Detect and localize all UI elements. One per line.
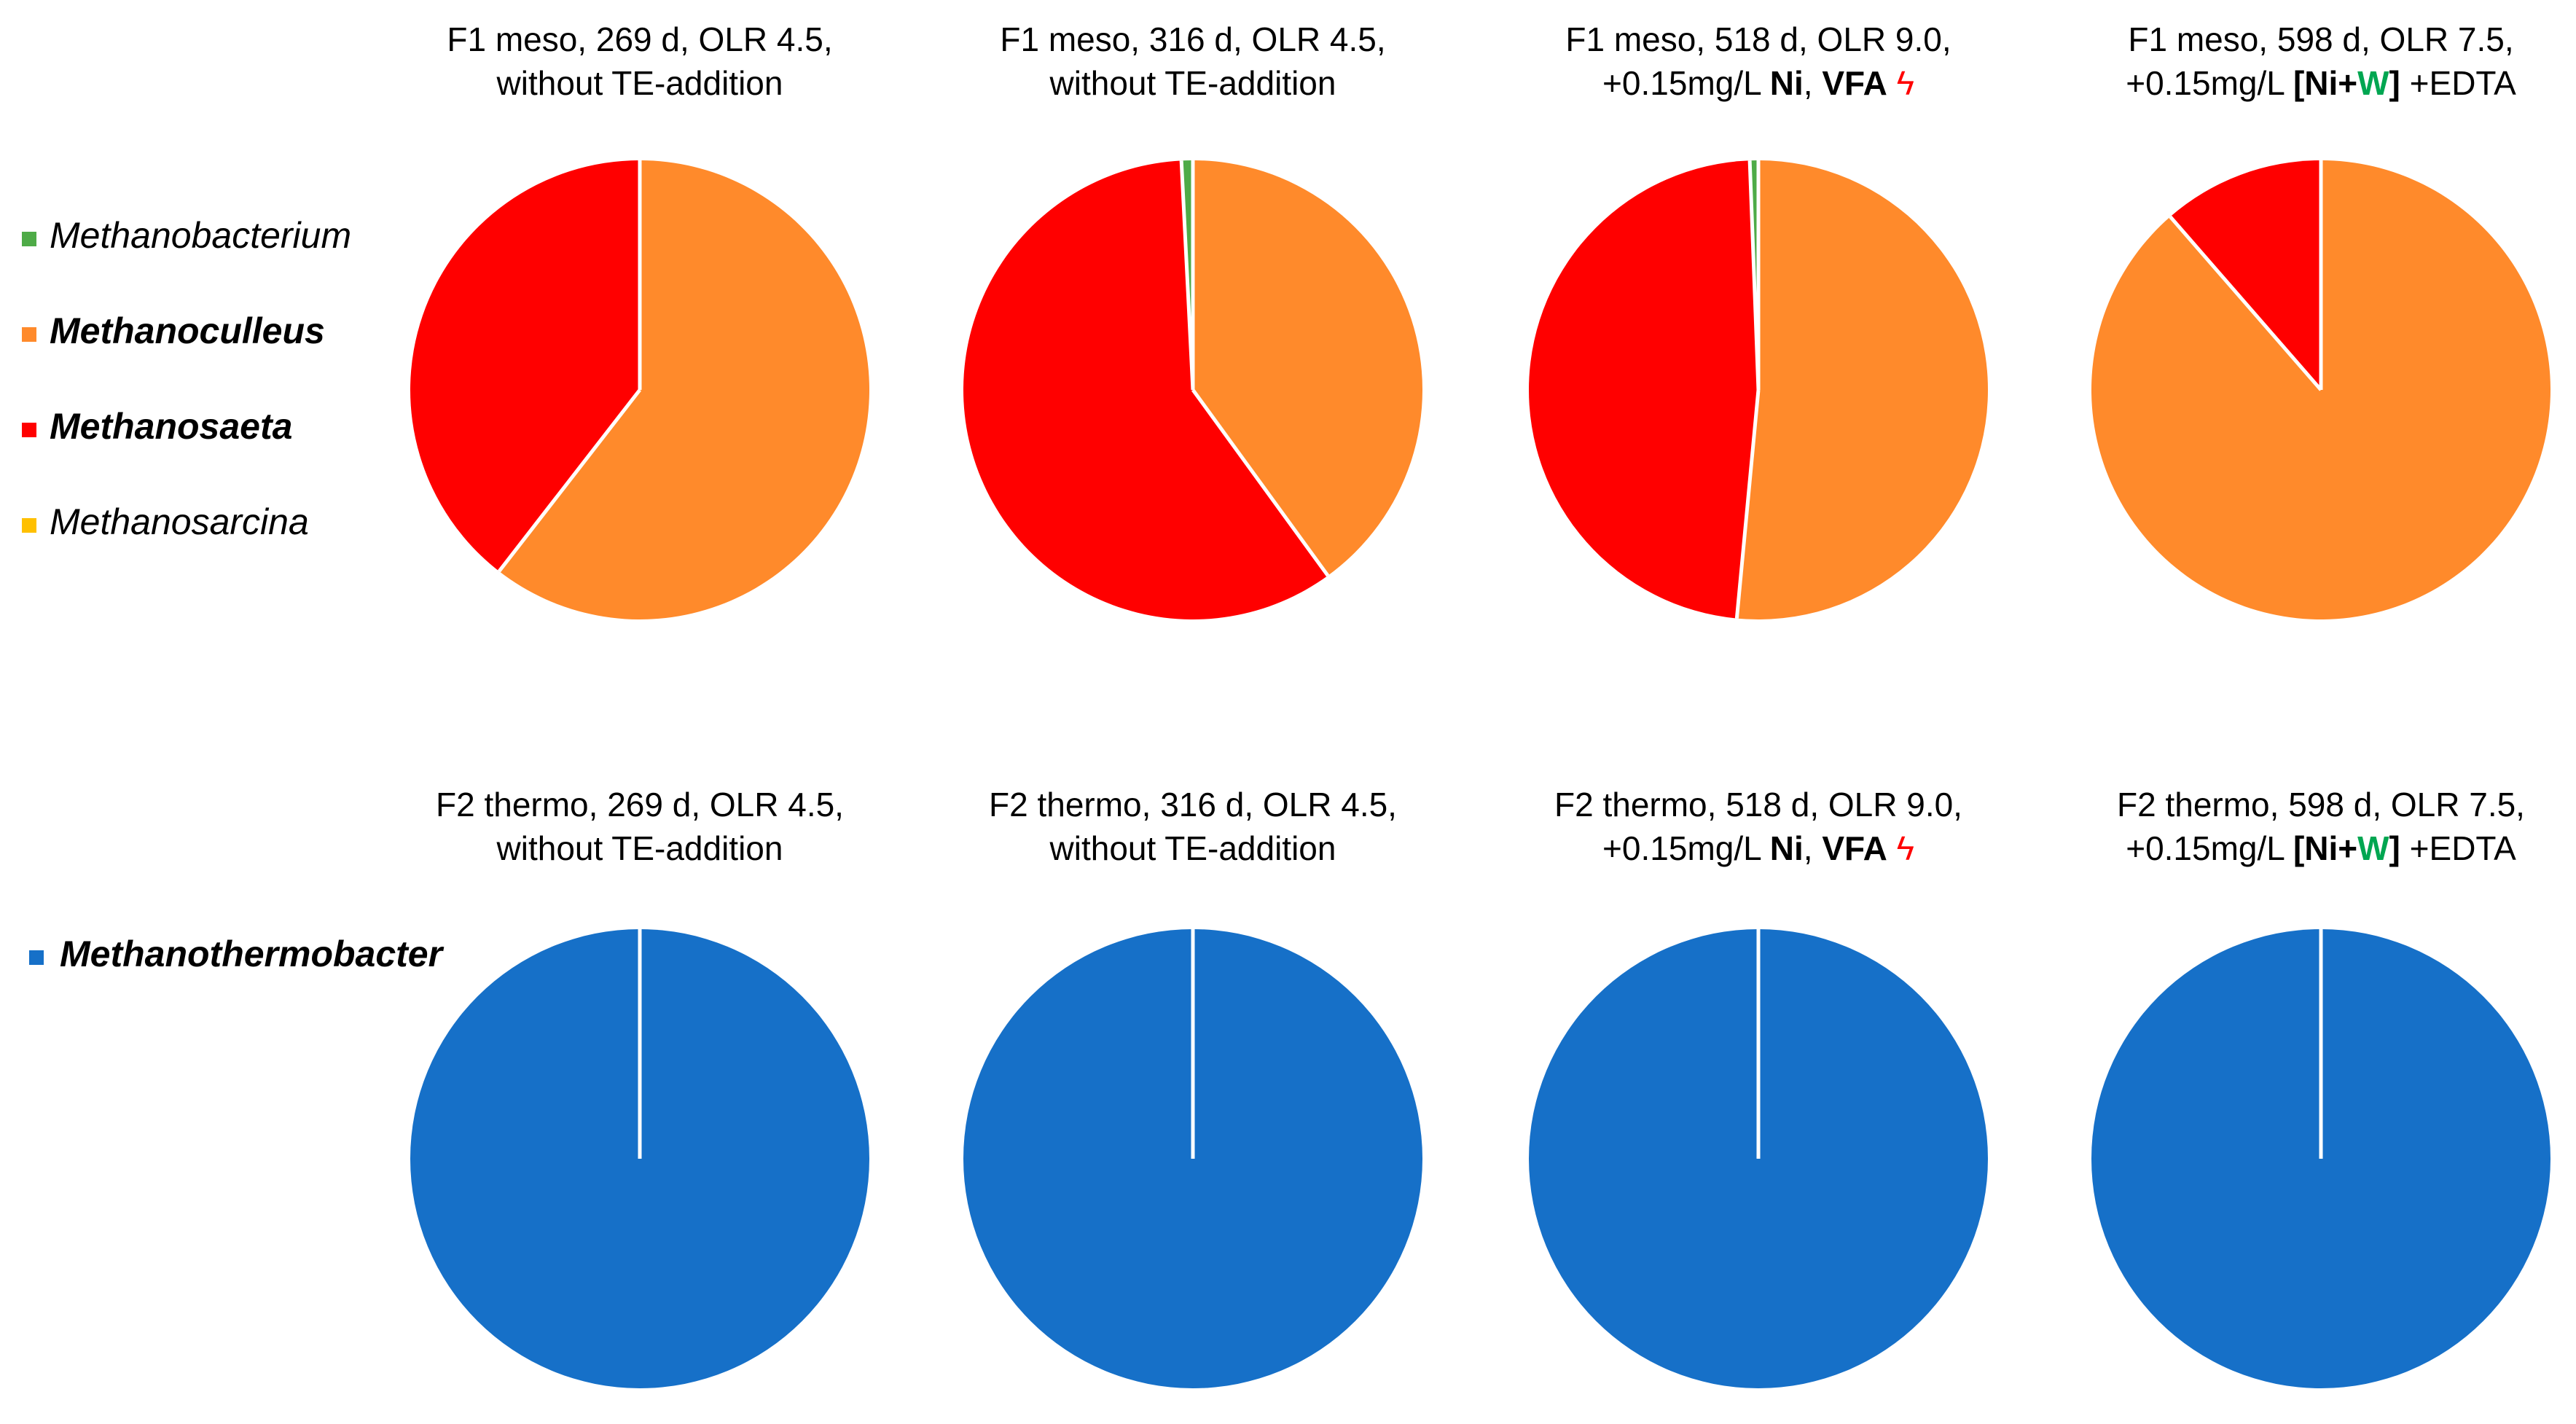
legend-swatch (22, 518, 36, 533)
title-run: +EDTA (2400, 829, 2516, 867)
pie-chart-4: F1 meso, 598 d, OLR 7.5, +0.15mg/L [Ni+W]… (2091, 20, 2551, 619)
pie-title-line: +0.15mg/L [Ni+W] +EDTA (2126, 64, 2516, 102)
title-run: without TE-addition (1049, 64, 1336, 102)
legend-swatch (22, 232, 36, 246)
legend-f2: Methanothermobacter (29, 934, 445, 974)
pie-title-line: F1 meso, 598 d, OLR 7.5, (2128, 20, 2513, 58)
title-run: VFA (1822, 829, 1887, 867)
pie-title-line: F2 thermo, 269 d, OLR 4.5, (436, 786, 844, 824)
title-run: [Ni+ (2293, 64, 2357, 102)
title-run: F2 thermo, 269 d, OLR 4.5, (436, 786, 844, 824)
slice-methanoculleus (1193, 160, 1422, 576)
title-run: ] (2389, 64, 2400, 102)
pie-title-line: +0.15mg/L Ni, VFA ϟ (1602, 829, 1914, 867)
slice-methanosaeta (1529, 160, 1758, 619)
legend-item-methanoculleus: Methanoculleus (22, 310, 325, 351)
title-run: F1 meso, 598 d, OLR 7.5, (2128, 20, 2513, 58)
pie-title-line: F2 thermo, 518 d, OLR 9.0, (1554, 786, 1962, 824)
title-run: +EDTA (2400, 64, 2516, 102)
legend-item-methanobacterium: Methanobacterium (22, 215, 351, 256)
slice-methanoculleus (1737, 160, 1989, 620)
legend-swatch (29, 950, 44, 965)
title-run: without TE-addition (1049, 829, 1336, 867)
title-run: without TE-addition (496, 829, 783, 867)
slice-methanoculleus (498, 160, 869, 619)
pie-chart-7: F2 thermo, 518 d, OLR 9.0, +0.15mg/L Ni, … (1529, 786, 1988, 1388)
slice-separators (1179, 160, 1330, 577)
slice-separator (1191, 388, 1330, 577)
title-run: , (1804, 829, 1823, 867)
legend-label: Methanosarcina (50, 501, 309, 542)
title-run: W (2357, 64, 2389, 102)
legend-item-methanothermobacter: Methanothermobacter (29, 934, 445, 974)
legend-label: Methanothermobacter (60, 934, 445, 974)
slice-separator (497, 388, 641, 573)
title-run: +0.15mg/L (2126, 829, 2293, 867)
title-run: W (2357, 829, 2389, 867)
title-run: VFA (1822, 64, 1887, 102)
pie-title-line: without TE-addition (496, 829, 783, 867)
pie-title-line: +0.15mg/L Ni, VFA ϟ (1602, 64, 1914, 102)
legend-swatch (22, 423, 36, 437)
slice-separators (2169, 160, 2323, 391)
pie-chart-3: F1 meso, 518 d, OLR 9.0, +0.15mg/L Ni, VF… (1529, 20, 1989, 620)
pie-chart-6: F2 thermo, 316 d, OLR 4.5, without TE-add… (963, 786, 1422, 1388)
slice-methanosaeta (2170, 160, 2321, 390)
pie-title-line: without TE-addition (496, 64, 783, 102)
pie-title-line: F1 meso, 269 d, OLR 4.5, (447, 20, 832, 58)
pie-chart-1: F1 meso, 269 d, OLR 4.5, without TE-addit… (410, 20, 869, 619)
pie-title-line: F2 thermo, 316 d, OLR 4.5, (989, 786, 1397, 824)
legend-item-methanosarcina: Methanosarcina (22, 501, 309, 542)
title-run: F1 meso, 269 d, OLR 4.5, (447, 20, 832, 58)
legend-label: Methanosaeta (50, 406, 292, 447)
pie-title-line: F2 thermo, 598 d, OLR 7.5, (2117, 786, 2525, 824)
legend-label: Methanobacterium (50, 215, 351, 256)
pie-title-line: +0.15mg/L [Ni+W] +EDTA (2126, 829, 2516, 867)
title-run: Ni (1770, 829, 1804, 867)
title-run: +0.15mg/L (2126, 64, 2293, 102)
slice-separators (1734, 160, 1761, 619)
slice-methanosaeta (963, 160, 1328, 620)
legend-item-methanosaeta: Methanosaeta (22, 406, 292, 447)
slice-separator (2169, 215, 2322, 391)
slice-separators (497, 160, 642, 573)
pie-chart-8: F2 thermo, 598 d, OLR 7.5, +0.15mg/L [Ni+… (2091, 786, 2550, 1388)
title-run: F1 meso, 518 d, OLR 9.0, (1565, 20, 1951, 58)
title-run: ϟ (1887, 64, 1914, 102)
pie-slices (410, 160, 869, 619)
title-run: , (1804, 64, 1823, 102)
pie-grid: F1 meso, 269 d, OLR 4.5, without TE-addit… (410, 20, 2551, 1388)
title-run: Ni (1770, 64, 1804, 102)
title-run: +0.15mg/L (1602, 829, 1770, 867)
title-run: F2 thermo, 598 d, OLR 7.5, (2117, 786, 2525, 824)
legend-label: Methanoculleus (50, 310, 325, 351)
title-run: without TE-addition (496, 64, 783, 102)
pie-title-line: without TE-addition (1049, 829, 1336, 867)
title-run: ] (2389, 829, 2400, 867)
pie-title-line: without TE-addition (1049, 64, 1336, 102)
pie-slices (1529, 160, 1989, 620)
pie-chart-2: F1 meso, 316 d, OLR 4.5, without TE-addit… (963, 20, 1422, 620)
title-run: +0.15mg/L (1602, 64, 1770, 102)
title-run: F2 thermo, 518 d, OLR 9.0, (1554, 786, 1962, 824)
pie-chart-5: F2 thermo, 269 d, OLR 4.5, without TE-add… (410, 786, 869, 1388)
slice-separator (1747, 160, 1761, 391)
legend-swatch (22, 327, 36, 342)
title-run: F1 meso, 316 d, OLR 4.5, (1000, 20, 1385, 58)
slice-separator (1179, 160, 1195, 391)
title-run: ϟ (1887, 829, 1914, 867)
pie-title-line: F1 meso, 316 d, OLR 4.5, (1000, 20, 1385, 58)
slice-separator (1734, 389, 1761, 619)
legend-f1: Methanobacterium Methanoculleus Methanosae… (22, 215, 351, 542)
title-run: [Ni+ (2293, 829, 2357, 867)
pie-title-line: F1 meso, 518 d, OLR 9.0, (1565, 20, 1951, 58)
title-run: F2 thermo, 316 d, OLR 4.5, (989, 786, 1397, 824)
slice-methanosaeta (410, 160, 640, 571)
